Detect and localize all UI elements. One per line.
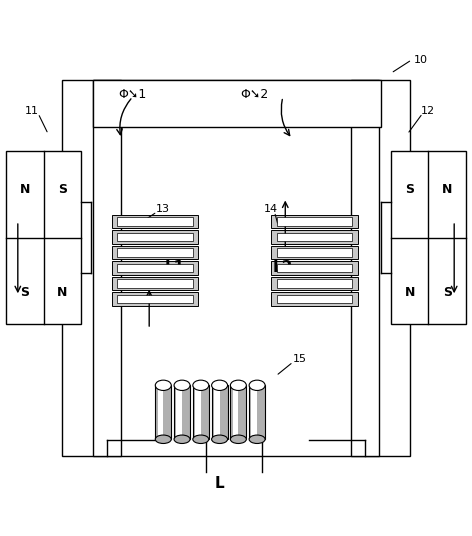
Text: Φ➘2: Φ➘2 xyxy=(241,88,269,101)
Text: N: N xyxy=(20,183,30,196)
Bar xyxy=(174,385,190,440)
Ellipse shape xyxy=(193,380,209,390)
Ellipse shape xyxy=(174,380,190,390)
Bar xyxy=(277,233,353,241)
Bar xyxy=(214,389,219,436)
Ellipse shape xyxy=(230,435,246,443)
Bar xyxy=(112,262,198,274)
Text: S: S xyxy=(443,286,452,299)
Bar xyxy=(271,262,358,274)
Text: L: L xyxy=(215,477,224,492)
Bar xyxy=(249,385,265,440)
Bar xyxy=(252,389,257,436)
Ellipse shape xyxy=(174,435,190,443)
Bar xyxy=(117,264,193,272)
Bar xyxy=(112,277,198,290)
Bar xyxy=(391,151,466,324)
Bar xyxy=(117,248,193,257)
Bar xyxy=(277,295,353,303)
Ellipse shape xyxy=(155,380,171,390)
Bar xyxy=(277,279,353,288)
Bar xyxy=(112,293,198,306)
Text: 11: 11 xyxy=(25,106,39,116)
Text: 13: 13 xyxy=(156,204,170,214)
Bar xyxy=(112,246,198,259)
Bar xyxy=(93,80,381,127)
Text: L2: L2 xyxy=(273,260,293,276)
Text: 14: 14 xyxy=(264,204,278,214)
Bar xyxy=(271,230,358,243)
Bar xyxy=(62,80,410,456)
Text: S: S xyxy=(405,183,414,196)
Ellipse shape xyxy=(155,435,171,443)
Text: S: S xyxy=(58,183,67,196)
Bar xyxy=(277,217,353,226)
Bar xyxy=(277,264,353,272)
Bar xyxy=(271,246,358,259)
Bar xyxy=(195,389,201,436)
Bar xyxy=(177,389,182,436)
Ellipse shape xyxy=(193,435,209,443)
Text: 15: 15 xyxy=(292,354,306,364)
Bar xyxy=(112,230,198,243)
Bar xyxy=(6,151,81,324)
Bar xyxy=(155,385,171,440)
Bar xyxy=(230,385,246,440)
Text: N: N xyxy=(57,286,67,299)
Bar xyxy=(93,80,121,456)
Text: N: N xyxy=(442,183,452,196)
Bar xyxy=(271,277,358,290)
Text: S: S xyxy=(20,286,29,299)
Ellipse shape xyxy=(211,380,228,390)
Bar xyxy=(277,248,353,257)
Text: Φ➘1: Φ➘1 xyxy=(118,88,147,101)
Bar xyxy=(351,80,379,456)
Text: L1: L1 xyxy=(165,260,185,276)
Bar xyxy=(193,385,209,440)
Ellipse shape xyxy=(230,380,246,390)
Text: 12: 12 xyxy=(421,106,436,116)
Bar xyxy=(271,293,358,306)
Ellipse shape xyxy=(249,435,265,443)
Bar xyxy=(233,389,238,436)
Bar xyxy=(117,279,193,288)
Ellipse shape xyxy=(249,380,265,390)
Bar xyxy=(117,233,193,241)
Text: N: N xyxy=(405,286,415,299)
Bar xyxy=(117,217,193,226)
Bar xyxy=(112,215,198,228)
Text: 10: 10 xyxy=(414,55,428,65)
Ellipse shape xyxy=(211,435,228,443)
Bar xyxy=(117,295,193,303)
Bar xyxy=(158,389,163,436)
Bar xyxy=(271,215,358,228)
Bar xyxy=(211,385,228,440)
